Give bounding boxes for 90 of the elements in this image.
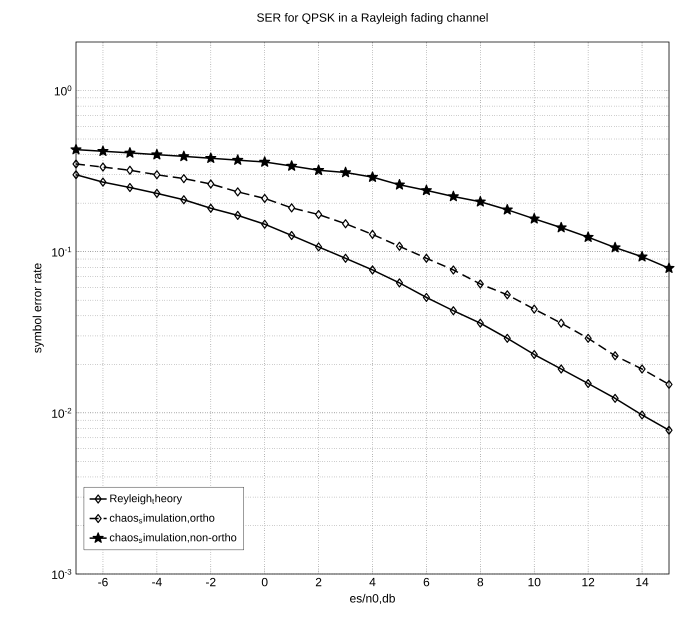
point	[504, 290, 511, 300]
point	[315, 242, 322, 252]
point	[151, 148, 162, 160]
point	[368, 265, 376, 275]
point	[126, 182, 134, 192]
point	[315, 210, 322, 220]
y-axis-title: symbol error rate	[32, 263, 44, 353]
point	[180, 195, 188, 204]
point	[178, 150, 190, 162]
point	[665, 380, 673, 390]
point	[665, 426, 673, 435]
x-tick-label: 12	[582, 578, 594, 586]
point	[530, 304, 538, 314]
point	[153, 170, 160, 180]
point	[636, 250, 648, 262]
point	[234, 187, 242, 196]
x-tick-label: 2	[316, 578, 322, 586]
point	[502, 204, 513, 215]
point	[259, 156, 270, 167]
point	[207, 204, 214, 213]
point	[450, 306, 457, 316]
x-tick-label: 0	[262, 578, 268, 586]
point	[207, 179, 214, 189]
point	[261, 220, 268, 229]
point	[558, 318, 565, 328]
point	[124, 147, 136, 158]
point	[234, 210, 242, 220]
point	[610, 242, 621, 252]
point	[476, 318, 484, 328]
point	[205, 152, 216, 164]
chart-title: SER for QPSK in a Rayleigh fading channel	[257, 13, 488, 24]
point	[638, 410, 646, 420]
point	[474, 196, 486, 207]
point	[126, 166, 134, 175]
point	[180, 174, 188, 184]
point	[342, 219, 350, 228]
point	[99, 162, 107, 172]
point	[476, 279, 484, 289]
point	[286, 160, 298, 171]
point	[342, 254, 350, 263]
point	[448, 190, 459, 202]
x-tick-label: 6	[424, 578, 430, 586]
point	[584, 334, 592, 343]
point	[368, 230, 376, 239]
point	[556, 222, 567, 232]
point	[313, 164, 324, 176]
point	[394, 179, 405, 190]
point	[99, 178, 107, 187]
point	[72, 170, 80, 180]
y-tick-label: 10$^{-1}$	[52, 246, 72, 257]
legend-label: chaos$_{s}$imulation,ortho	[110, 514, 214, 524]
x-tick-label: 4	[369, 578, 376, 586]
point	[288, 203, 296, 212]
legend-label: Reyleigh$_{t}$heory	[110, 494, 182, 504]
point	[366, 171, 378, 182]
x-tick-label: -2	[206, 578, 216, 586]
point	[422, 292, 430, 302]
x-axis-title: es/n0,db	[350, 594, 395, 604]
y-tick-label: 10$^{0}$	[54, 85, 72, 96]
point	[450, 265, 457, 275]
point	[340, 166, 352, 178]
point	[422, 254, 430, 263]
point	[638, 364, 646, 374]
x-tick-label: -4	[152, 578, 162, 586]
point	[72, 159, 80, 169]
point	[612, 351, 619, 360]
point	[584, 378, 592, 388]
point	[612, 394, 619, 403]
y-tick-label: 10$^{-2}$	[52, 408, 72, 418]
legend-label: chaos$_{s}$imulation,non-ortho	[110, 533, 236, 543]
point	[153, 188, 160, 198]
point	[420, 184, 432, 196]
point	[582, 231, 594, 242]
point	[396, 278, 404, 288]
point	[558, 364, 565, 374]
point	[530, 350, 538, 360]
y-tick-label: 10$^{-3}$	[52, 568, 72, 579]
x-tick-label: -6	[98, 578, 108, 586]
point	[232, 154, 244, 165]
point	[70, 144, 82, 154]
point	[261, 194, 268, 203]
point	[663, 262, 675, 273]
x-tick-label: 8	[478, 578, 484, 586]
x-tick-label: 14	[636, 578, 648, 586]
x-tick-label: 10	[528, 578, 540, 586]
point	[504, 334, 511, 343]
point	[97, 145, 108, 156]
point	[396, 242, 404, 251]
point	[528, 212, 540, 224]
point	[288, 230, 296, 240]
